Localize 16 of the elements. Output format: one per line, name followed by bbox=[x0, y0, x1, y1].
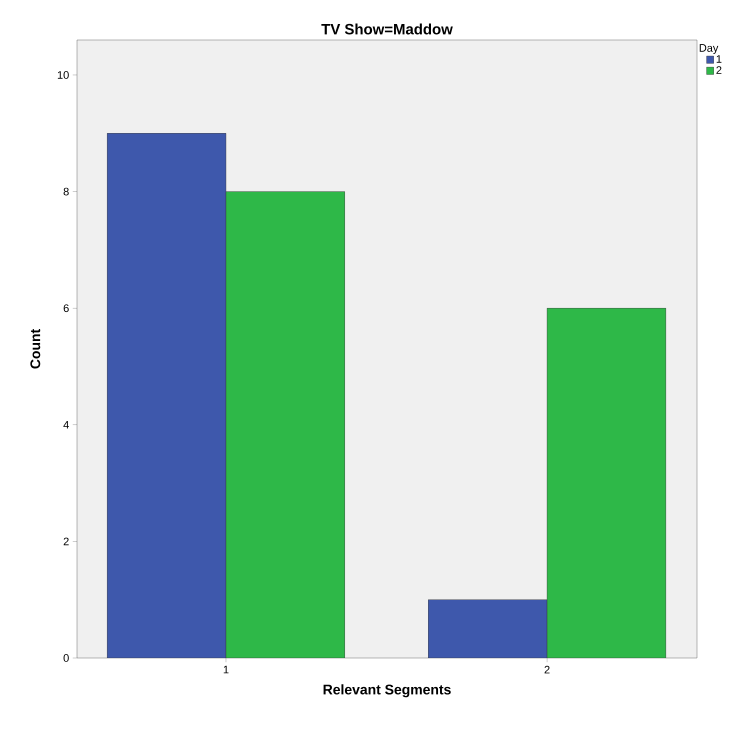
bar bbox=[428, 599, 548, 658]
chart-title: TV Show=Maddow bbox=[321, 24, 453, 34]
bar bbox=[546, 308, 666, 658]
x-axis-title: Relevant Segments bbox=[324, 684, 451, 698]
y-tick-label: 6 bbox=[64, 304, 69, 312]
y-tick-label: 8 bbox=[64, 188, 69, 196]
legend-label: 2 bbox=[716, 66, 722, 74]
bar bbox=[226, 191, 345, 658]
y-axis-title: Count bbox=[30, 329, 40, 369]
y-tick-label: 2 bbox=[64, 538, 69, 546]
y-tick-label: 10 bbox=[58, 71, 69, 79]
legend-label: 1 bbox=[716, 55, 722, 63]
y-tick-label: 4 bbox=[63, 421, 69, 429]
y-tick-label: 0 bbox=[64, 654, 69, 662]
legend-title: Day bbox=[700, 44, 718, 54]
bar bbox=[106, 133, 226, 658]
